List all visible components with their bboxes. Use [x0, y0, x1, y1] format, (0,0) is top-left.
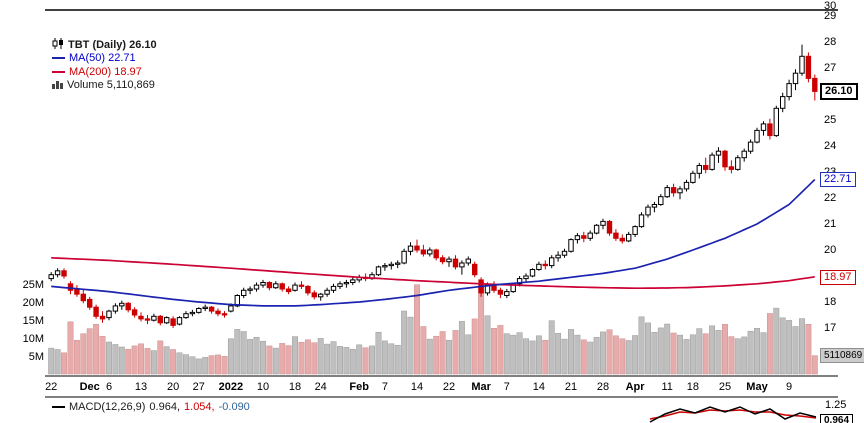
last-price-callout: 26.10 — [820, 83, 858, 100]
svg-text:2022: 2022 — [219, 381, 243, 393]
svg-text:13: 13 — [135, 381, 147, 393]
volume-axis-labels: 25M 20M 15M 10M 5M — [23, 279, 44, 363]
svg-text:22: 22 — [824, 192, 836, 204]
svg-text:21: 21 — [565, 381, 577, 393]
ma200-value-callout: 18.97 — [820, 270, 856, 285]
svg-text:7: 7 — [382, 381, 388, 393]
svg-text:20M: 20M — [23, 297, 44, 309]
svg-text:30: 30 — [824, 0, 836, 12]
svg-text:24: 24 — [824, 140, 836, 152]
date-axis-labels: 22 Dec 6 13 20 27 2022 10 18 24 Feb 7 14 22 Mar 7 14 21 28… — [45, 381, 792, 393]
macd-legend: MACD(12,26,9) 0.964, 1.054, -0.090 — [52, 401, 250, 413]
svg-text:14: 14 — [533, 381, 545, 393]
svg-text:11: 11 — [661, 381, 672, 393]
svg-text:May: May — [746, 381, 768, 393]
svg-text:25M: 25M — [23, 279, 44, 291]
svg-text:6: 6 — [106, 381, 112, 393]
legend-ma200-row: MA(200) 18.97 — [52, 65, 157, 79]
svg-text:Dec: Dec — [80, 381, 100, 393]
legend-symbol-row: TBT (Daily) 26.10 — [52, 37, 157, 52]
ma200-line-swatch-icon — [52, 70, 65, 73]
volume-value-callout: 5110869 — [820, 348, 864, 363]
volume-label: Volume 5,110,869 — [67, 79, 155, 92]
svg-text:14: 14 — [411, 381, 423, 393]
svg-text:7: 7 — [504, 381, 510, 393]
svg-text:27: 27 — [824, 62, 836, 74]
svg-text:18: 18 — [687, 381, 699, 393]
ma50-label: MA(50) 22.71 — [69, 52, 136, 65]
macd-label: MACD(12,26,9) — [69, 401, 146, 413]
svg-text:20: 20 — [167, 381, 179, 393]
volume-bars — [48, 284, 818, 375]
ma50-line — [51, 178, 816, 307]
svg-text:22: 22 — [443, 381, 455, 393]
svg-text:24: 24 — [315, 381, 327, 393]
svg-text:29: 29 — [824, 10, 836, 22]
macd-line-swatch-icon — [52, 406, 65, 408]
svg-text:22: 22 — [45, 381, 57, 393]
svg-text:18: 18 — [289, 381, 301, 393]
legend-volume-row: Volume 5,110,869 — [52, 79, 157, 93]
macd-value: 0.964, — [149, 401, 181, 413]
svg-text:Feb: Feb — [349, 381, 369, 393]
macd-signal-value: 1.054, — [184, 401, 215, 413]
ma200-label: MA(200) 18.97 — [69, 65, 142, 78]
chart-legend: TBT (Daily) 26.10 MA(50) 22.71 MA(200) 1… — [52, 37, 157, 93]
svg-text:5M: 5M — [29, 351, 44, 363]
candlestick-icon — [52, 37, 64, 52]
macd-histogram-value: -0.090 — [218, 401, 250, 413]
legend-ma50-row: MA(50) 22.71 — [52, 52, 157, 66]
candlesticks — [48, 44, 818, 328]
svg-text:10M: 10M — [23, 333, 44, 345]
svg-text:20: 20 — [824, 244, 836, 256]
volume-bars-icon — [52, 79, 63, 92]
svg-text:25: 25 — [824, 114, 836, 126]
symbol-title: TBT (Daily) 26.10 — [68, 38, 157, 51]
svg-text:10: 10 — [257, 381, 269, 393]
svg-text:15M: 15M — [23, 315, 44, 327]
svg-text:28: 28 — [824, 36, 836, 48]
macd-preview-curves — [649, 406, 817, 423]
svg-text:18: 18 — [824, 296, 836, 308]
svg-text:28: 28 — [597, 381, 609, 393]
svg-text:25: 25 — [719, 381, 731, 393]
svg-text:9: 9 — [786, 381, 792, 393]
svg-text:Apr: Apr — [626, 381, 646, 393]
ma200-line — [51, 256, 815, 290]
macd-value-callout: 0.964 — [820, 414, 854, 423]
svg-text:21: 21 — [824, 218, 836, 230]
ma50-value-callout: 22.71 — [820, 172, 856, 187]
svg-text:27: 27 — [193, 381, 205, 393]
svg-text:17: 17 — [824, 322, 836, 334]
svg-text:Mar: Mar — [471, 381, 491, 393]
ma50-line-swatch-icon — [52, 57, 65, 60]
macd-axis-label: 1.25 — [825, 399, 847, 411]
plot-borders — [45, 9, 838, 398]
